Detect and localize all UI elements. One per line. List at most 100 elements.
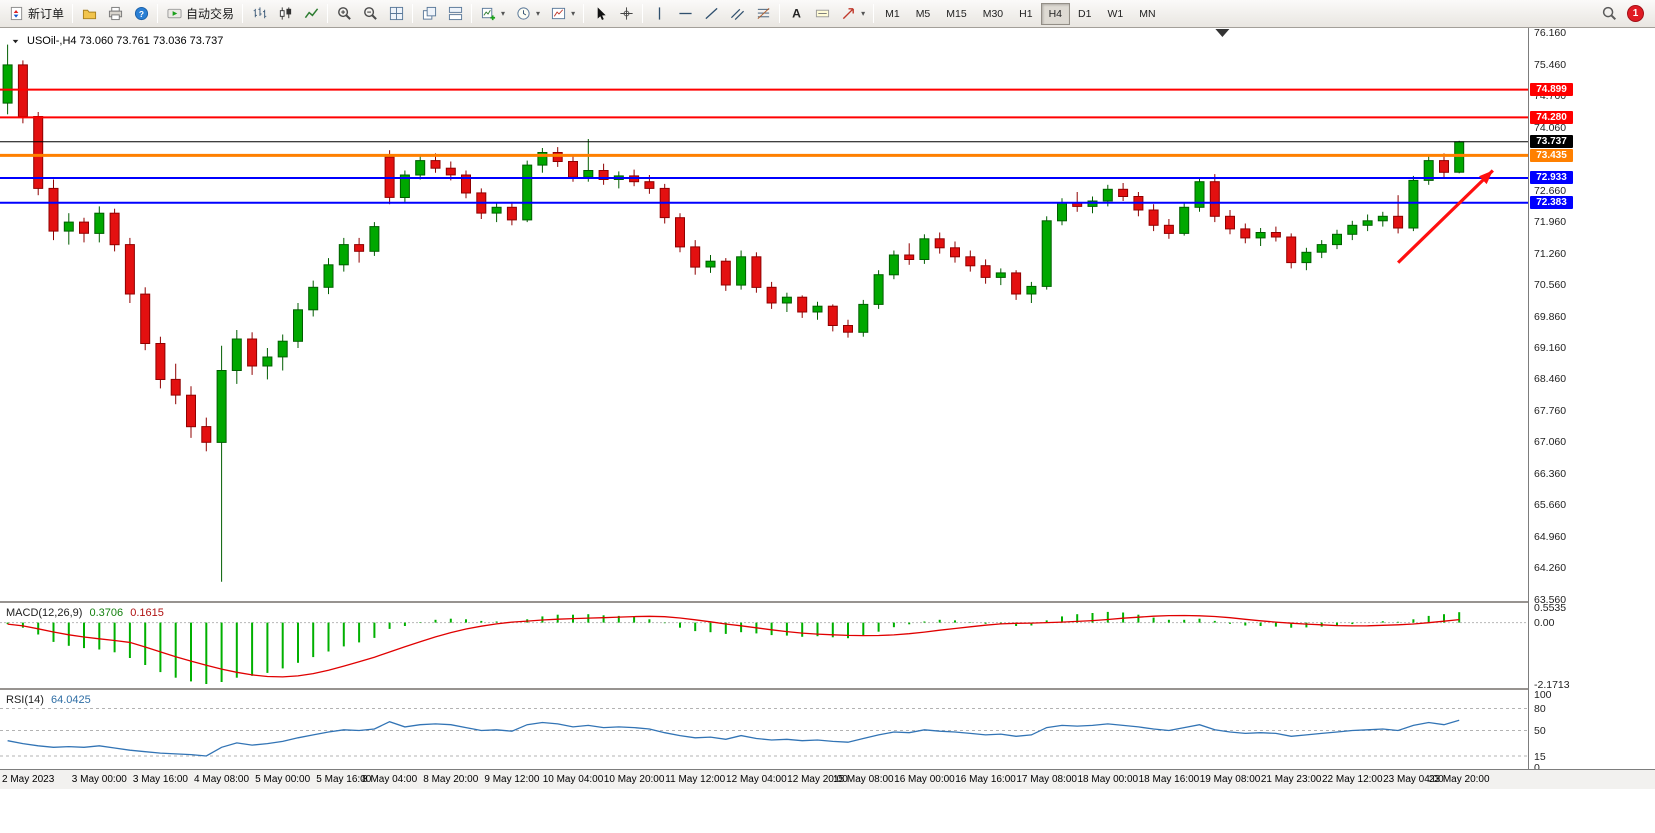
- cursor-group: [587, 3, 639, 25]
- tile-horizontal-button[interactable]: [442, 3, 468, 25]
- trend-arrow-head: [1478, 170, 1493, 185]
- price-tag-72.933: 72.933: [1530, 171, 1573, 185]
- candlestick-chart-button[interactable]: [272, 3, 298, 25]
- trend-arrow[interactable]: [1397, 169, 1494, 264]
- timeframe-m30-button[interactable]: M30: [982, 7, 1004, 20]
- price-tick: 72.660: [1534, 184, 1567, 197]
- price-tag-74.280: 74.280: [1530, 110, 1573, 124]
- timeframe-m5-button[interactable]: M5: [915, 7, 931, 20]
- tile-horizontal-icon: [447, 6, 463, 22]
- autotrade-icon: [166, 6, 182, 22]
- toolbar-separator: [471, 4, 473, 23]
- panel-splitter[interactable]: [0, 688, 1655, 690]
- panel-splitter[interactable]: [0, 601, 1655, 603]
- bars-chart-button[interactable]: [246, 3, 272, 25]
- time-label: 8 May 04:00: [362, 774, 418, 785]
- time-label: 16 May 00:00: [894, 774, 955, 785]
- crosshair-icon: [618, 6, 634, 22]
- price-tick: 64.960: [1534, 530, 1567, 543]
- timeframe-m1-button[interactable]: M1: [885, 7, 900, 20]
- templates-button[interactable]: ▾: [545, 3, 580, 25]
- price-chart-canvas[interactable]: [0, 28, 1528, 601]
- timeframe-mn-button[interactable]: MN: [1139, 7, 1156, 20]
- rsi-canvas[interactable]: [0, 690, 1528, 769]
- help-button[interactable]: ?: [128, 3, 154, 25]
- timeframe-h4-button[interactable]: H4: [1040, 2, 1071, 25]
- timeframe-h1-button[interactable]: H1: [1019, 7, 1033, 20]
- rsi-tick: 50: [1534, 725, 1546, 737]
- time-label: 10 May 04:00: [542, 774, 604, 785]
- price-chart-panel[interactable]: USOil-,H4 73.060 73.761 73.036 73.737: [0, 28, 1528, 601]
- rsi-label: RSI(14) 64.0425: [6, 694, 95, 706]
- vertical-line-button[interactable]: [646, 3, 672, 25]
- price-tag-73.435: 73.435: [1530, 148, 1573, 162]
- cursor-button[interactable]: [587, 3, 613, 25]
- price-tag-72.383: 72.383: [1530, 196, 1573, 210]
- rsi-indicator-panel[interactable]: RSI(14) 64.0425: [0, 690, 1528, 769]
- time-label: 12 May 04:00: [726, 774, 787, 785]
- line-chart-icon: [303, 6, 319, 22]
- timeframe-d1-button[interactable]: D1: [1078, 7, 1092, 20]
- cascade-windows-button[interactable]: [416, 3, 442, 25]
- print-button[interactable]: [102, 3, 128, 25]
- price-scale[interactable]: 76.16075.46074.76074.06073.36072.66071.9…: [1528, 27, 1655, 774]
- text-group: A ▾: [783, 3, 870, 25]
- macd-tick: -2.1713: [1534, 678, 1570, 691]
- macd-indicator-panel[interactable]: MACD(12,26,9) 0.3706 0.1615: [0, 603, 1528, 688]
- zoom-out-button[interactable]: [357, 3, 383, 25]
- timeframe-w1-button[interactable]: W1: [1107, 7, 1124, 20]
- trendline-button[interactable]: [698, 3, 724, 25]
- profiles-button[interactable]: [76, 3, 102, 25]
- notification-badge[interactable]: 1: [1627, 5, 1644, 22]
- text-button[interactable]: A: [783, 3, 809, 25]
- search-icon[interactable]: [1601, 6, 1617, 22]
- dropdown-caret-icon: ▾: [571, 9, 576, 18]
- time-label: 5 May 16:00: [316, 774, 372, 785]
- dropdown-caret-icon: ▾: [861, 9, 866, 18]
- price-tick: 65.660: [1534, 499, 1567, 512]
- price-tick: 71.260: [1534, 247, 1567, 260]
- time-label: 3 May 16:00: [132, 774, 188, 785]
- text-label-button[interactable]: [809, 3, 835, 25]
- channel-icon: [729, 6, 745, 22]
- chart-objects-collapse-icon[interactable]: [7, 33, 23, 49]
- zoom-out-icon: [362, 6, 378, 22]
- price-tick: 71.960: [1534, 216, 1567, 229]
- cursor-icon: [592, 6, 608, 22]
- time-label: 23 May 20:00: [1428, 774, 1490, 785]
- profiles-icon: [81, 6, 97, 22]
- time-label: 17 May 08:00: [1016, 774, 1077, 785]
- zoom-in-button[interactable]: [331, 3, 357, 25]
- time-label: 21 May 23:00: [1260, 774, 1322, 785]
- dropdown-caret-icon: ▾: [536, 9, 541, 18]
- tile-windows-button[interactable]: [383, 3, 409, 25]
- arrow-objects-button[interactable]: ▾: [835, 3, 870, 25]
- time-label: 15 May 08:00: [833, 774, 894, 785]
- horizontal-line-button[interactable]: [672, 3, 698, 25]
- crosshair-button[interactable]: [613, 3, 639, 25]
- time-label: 16 May 16:00: [955, 774, 1016, 785]
- candles: [2, 44, 1465, 582]
- new-chart-button[interactable]: ▾: [475, 3, 510, 25]
- time-label: 8 May 20:00: [423, 774, 479, 785]
- time-scale[interactable]: 2 May 2023 3 May 00:00 3 May 16:00 4 May 08…: [0, 769, 1655, 789]
- cascade-icon: [421, 6, 437, 22]
- autotrade-group: 自动交易: [161, 2, 239, 25]
- equidistant-channel-button[interactable]: [724, 3, 750, 25]
- line-chart-button[interactable]: [298, 3, 324, 25]
- new-order-button[interactable]: 新订单: [3, 2, 69, 25]
- price-tick: 76.160: [1534, 27, 1567, 40]
- macd-canvas[interactable]: [0, 603, 1528, 688]
- new-order-icon: [8, 6, 24, 22]
- info-icon: ?: [133, 6, 149, 22]
- time-label: 23 May 04:00: [1383, 774, 1444, 785]
- fibonacci-button[interactable]: [750, 3, 776, 25]
- template-icon: [550, 6, 566, 22]
- macd-label: MACD(12,26,9) 0.3706 0.1615: [6, 607, 168, 619]
- fibonacci-icon: [755, 6, 771, 22]
- chart-shift-marker[interactable]: [1215, 29, 1230, 37]
- timeframe-m15-button[interactable]: M15: [946, 7, 967, 20]
- periods-button[interactable]: ▾: [510, 3, 545, 25]
- auto-trading-button[interactable]: 自动交易: [161, 2, 239, 25]
